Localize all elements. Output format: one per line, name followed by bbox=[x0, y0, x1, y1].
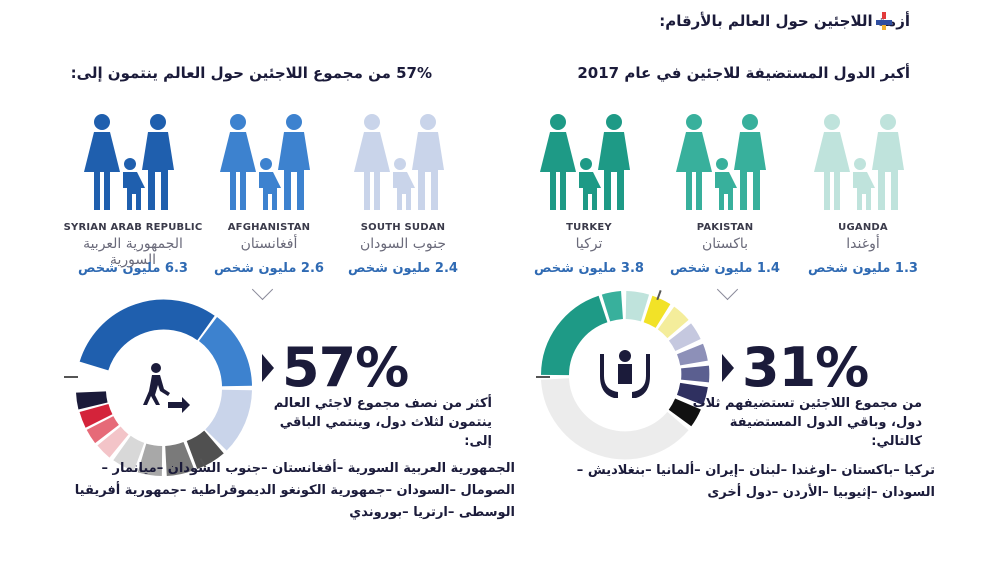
family-icon-afghanistan bbox=[220, 114, 310, 210]
walking-person-arrow-icon bbox=[143, 363, 190, 413]
right-big-percent: 31% bbox=[742, 336, 869, 399]
left-country-list: الجمهورية العربية السورية –أفغانستان –جن… bbox=[74, 461, 515, 520]
family-icon-syria bbox=[84, 114, 174, 210]
country-ar-afghanistan: أفغانستان bbox=[240, 236, 298, 252]
country-en-syria: SYRIAN ARAB REPUBLIC bbox=[63, 222, 203, 233]
family-icon-uganda bbox=[814, 114, 904, 210]
country-ar-uganda: أوغندا bbox=[846, 236, 880, 252]
family-icon-south-sudan bbox=[354, 114, 444, 210]
left-big-percent: 57% bbox=[282, 336, 409, 399]
value-turkey: 3.8 مليون شخص bbox=[534, 261, 644, 276]
triangle-pointer-icon bbox=[722, 354, 734, 382]
country-en-turkey: TURKEY bbox=[566, 222, 612, 233]
value-south-sudan: 2.4 مليون شخص bbox=[348, 261, 458, 276]
right-donut-chart bbox=[541, 291, 710, 460]
country-en-south-sudan: SOUTH SUDAN bbox=[360, 222, 446, 233]
chevron-down-icon bbox=[716, 278, 739, 301]
country-en-uganda: UGANDA bbox=[838, 222, 888, 233]
family-icon-turkey bbox=[540, 114, 630, 210]
page-title: أزمة اللاجئين حول العالم بالأرقام: bbox=[659, 12, 910, 30]
value-afghanistan: 2.6 مليون شخص bbox=[214, 261, 324, 276]
country-ar-pakistan: باكستان bbox=[701, 236, 749, 252]
right-country-list: تركيا –باكستان –اوغندا –لبنان –إيران –أل… bbox=[576, 463, 935, 500]
country-ar-syria: الجمهورية العربية السورية bbox=[83, 236, 183, 268]
triangle-pointer-icon bbox=[262, 354, 274, 382]
country-en-afghanistan: AFGHANISTAN bbox=[227, 222, 311, 233]
country-ar-turkey: تركيا bbox=[575, 236, 603, 252]
left-donut-chart bbox=[76, 299, 252, 476]
country-en-pakistan: PAKISTAN bbox=[696, 222, 754, 233]
right-section-heading: أكبر الدول المستضيفة للاجئين في عام 2017 bbox=[577, 64, 910, 82]
family-icon-pakistan bbox=[676, 114, 766, 210]
hands-protecting-person-icon bbox=[600, 350, 650, 398]
value-uganda: 1.3 مليون شخص bbox=[808, 261, 918, 276]
value-syria: 6.3 مليون شخص bbox=[78, 261, 188, 276]
value-pakistan: 1.4 مليون شخص bbox=[670, 261, 780, 276]
left-section-heading: 57% من مجموع اللاجئين حول العالم ينتمون … bbox=[70, 64, 432, 82]
chevron-down-icon bbox=[251, 278, 274, 301]
divider bbox=[64, 376, 78, 378]
right-description: من مجموع اللاجئين تستضيفهم ثلاث دول، وبا… bbox=[692, 396, 922, 449]
left-description: أكثر من نصف مجموع لاجئي العالم ينتمون لث… bbox=[273, 396, 492, 449]
divider bbox=[536, 376, 550, 378]
infographic-icon bbox=[876, 12, 892, 30]
country-ar-south-sudan: جنوب السودان bbox=[359, 236, 447, 252]
